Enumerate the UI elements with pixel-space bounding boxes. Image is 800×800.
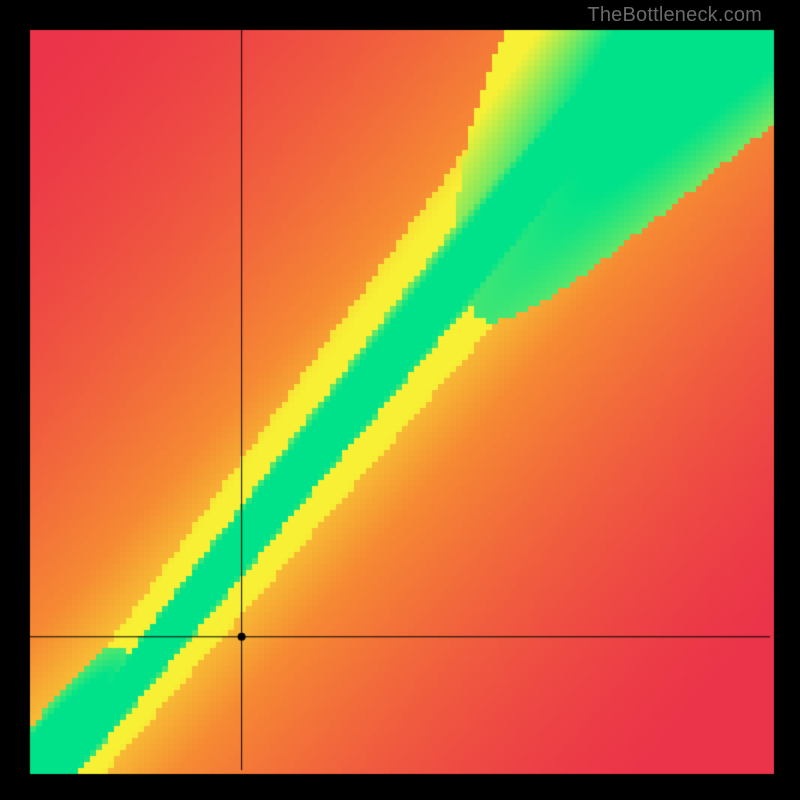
bottleneck-heatmap <box>0 0 800 800</box>
watermark-text: TheBottleneck.com <box>587 4 762 27</box>
